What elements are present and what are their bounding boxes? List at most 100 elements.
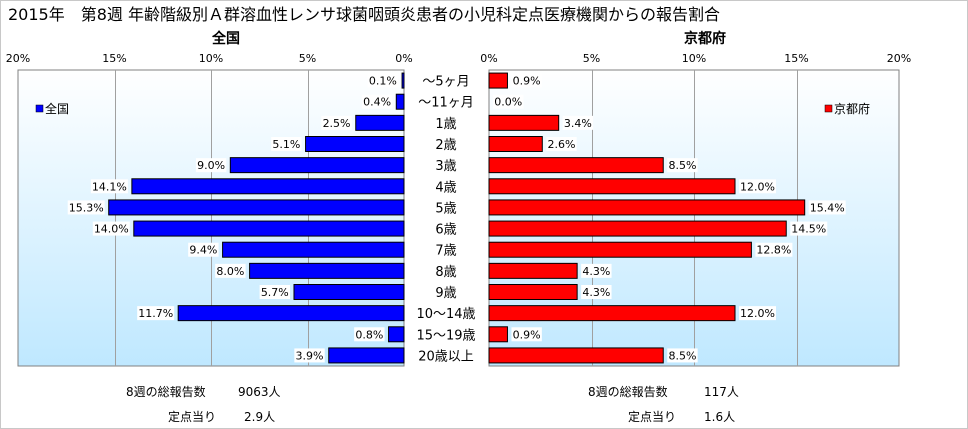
national-perpoint-label: 定点当り xyxy=(168,410,217,424)
national-data-label-bg xyxy=(321,115,352,130)
national-legend-label: 全国 xyxy=(45,101,69,116)
national-data-label-bg xyxy=(137,306,175,321)
national-bar xyxy=(229,157,405,174)
national-legend-swatch xyxy=(35,104,44,113)
kyoto-perpoint-value: 1.6人 xyxy=(704,410,736,424)
kyoto-data-label: 8.5% xyxy=(668,159,696,172)
kyoto-data-label: 2.6% xyxy=(548,138,576,151)
national-data-label: 0.4% xyxy=(363,96,391,109)
category-label: 2歳 xyxy=(435,138,456,153)
kyoto-tick-label: 10% xyxy=(682,52,706,65)
category-label: 1歳 xyxy=(435,117,456,132)
kyoto-data-label: 12.8% xyxy=(756,244,791,257)
national-bar xyxy=(355,114,405,131)
national-data-label: 14.0% xyxy=(94,223,129,236)
national-data-label-bg xyxy=(215,263,246,278)
kyoto-bar xyxy=(488,136,543,152)
national-data-label-bg xyxy=(361,94,393,109)
kyoto-data-label: 0.9% xyxy=(513,328,541,341)
category-label: ～11ヶ月 xyxy=(418,96,474,111)
category-label: 4歳 xyxy=(435,180,456,195)
category-label: 20歳以上 xyxy=(418,349,474,364)
national-data-label: 11.7% xyxy=(138,307,173,320)
national-bar xyxy=(108,199,405,216)
national-data-label: 0.8% xyxy=(355,328,383,341)
national-panel: 20% 15% 10% 5% 0%全国全国0.1%0.4%2.5%5.1%9.0%14.… xyxy=(6,30,413,367)
category-label: 5歳 xyxy=(435,201,456,216)
national-total-value: 9063人 xyxy=(238,385,281,399)
national-bar xyxy=(401,72,405,89)
kyoto-data-label: 8.5% xyxy=(668,349,696,362)
kyoto-bar xyxy=(488,326,508,343)
national-bar xyxy=(328,347,405,364)
national-bar xyxy=(249,262,405,279)
national-panel-title: 全国 xyxy=(211,30,240,47)
kyoto-data-label-bg xyxy=(562,115,594,130)
national-data-label-bg xyxy=(367,73,399,88)
kyoto-data-label-bg xyxy=(581,263,612,278)
category-label: 8歳 xyxy=(435,265,456,280)
category-label: 6歳 xyxy=(435,223,456,238)
national-data-label: 9.0% xyxy=(197,159,225,172)
national-data-label: 3.9% xyxy=(296,349,324,362)
national-data-label: 9.4% xyxy=(189,244,217,257)
kyoto-bar xyxy=(488,157,664,174)
national-bar xyxy=(305,136,405,152)
category-label: 15～19歳 xyxy=(416,328,475,343)
national-total-label: 8週の総報告数 xyxy=(126,385,206,399)
national-data-label: 14.1% xyxy=(92,180,127,193)
kyoto-panel: 0% 5% 10% 15% 20%京都府京都府0.9%0.0%3.4%2.6%8.5%1… xyxy=(480,30,911,367)
kyoto-legend-label: 京都府 xyxy=(834,101,870,116)
national-data-label-bg xyxy=(271,137,302,151)
kyoto-bar xyxy=(488,241,752,258)
national-data-label: 15.3% xyxy=(69,201,104,214)
national-data-label: 0.1% xyxy=(369,75,397,88)
kyoto-legend-swatch xyxy=(824,104,833,113)
national-tick-label: 15% xyxy=(102,52,126,65)
chart-title: 2015年 第8週 年齢階級別Ａ群溶血性レンサ球菌咽頭炎患者の小児科定点医療機関… xyxy=(8,5,720,24)
kyoto-bar xyxy=(488,199,806,216)
kyoto-bar xyxy=(488,262,578,279)
kyoto-data-label-bg xyxy=(808,200,846,215)
kyoto-tick-label: 0% xyxy=(480,52,497,65)
kyoto-data-label-bg xyxy=(546,137,577,151)
national-data-label-bg xyxy=(259,285,290,299)
national-data-label: 5.1% xyxy=(272,138,300,151)
national-data-label-bg xyxy=(90,179,128,194)
national-data-label: 8.0% xyxy=(216,265,244,278)
category-label: 7歳 xyxy=(435,244,456,259)
kyoto-data-label: 15.4% xyxy=(810,201,845,214)
kyoto-data-label-bg xyxy=(755,242,793,257)
kyoto-total-value: 117人 xyxy=(704,385,739,399)
national-data-label-bg xyxy=(195,158,227,173)
national-bar xyxy=(293,284,405,300)
kyoto-bar xyxy=(488,114,560,131)
national-data-label-bg xyxy=(92,221,130,236)
national-bar xyxy=(177,305,405,322)
kyoto-bar xyxy=(488,220,787,237)
kyoto-data-label-bg xyxy=(493,94,524,109)
kyoto-bar xyxy=(488,72,508,89)
national-tick-label: 0% xyxy=(395,52,412,65)
kyoto-bar xyxy=(488,178,736,195)
kyoto-data-label-bg xyxy=(511,73,542,88)
kyoto-data-label-bg xyxy=(511,327,542,342)
kyoto-bar xyxy=(488,305,736,322)
kyoto-bar xyxy=(488,347,664,364)
kyoto-data-label: 3.4% xyxy=(564,117,592,130)
category-labels: ～5ヶ月 ～11ヶ月 1歳 2歳 3歳 4歳 5歳 6歳 7歳 8歳 9歳 10～14歳 15～19歳 2… xyxy=(416,75,475,365)
kyoto-tick-label: 20% xyxy=(887,52,911,65)
kyoto-tick-label: 15% xyxy=(784,52,808,65)
national-bar xyxy=(222,241,405,258)
national-bar xyxy=(131,178,405,195)
national-data-label-bg xyxy=(354,327,385,342)
kyoto-data-label: 0.0% xyxy=(494,96,522,109)
national-bar xyxy=(388,326,405,343)
kyoto-data-label-bg xyxy=(790,221,828,236)
kyoto-perpoint-label: 定点当り xyxy=(628,410,677,424)
national-data-label-bg xyxy=(188,242,219,257)
kyoto-data-label: 4.3% xyxy=(582,286,610,299)
kyoto-data-label: 0.9% xyxy=(513,75,541,88)
kyoto-data-label: 12.0% xyxy=(740,307,775,320)
